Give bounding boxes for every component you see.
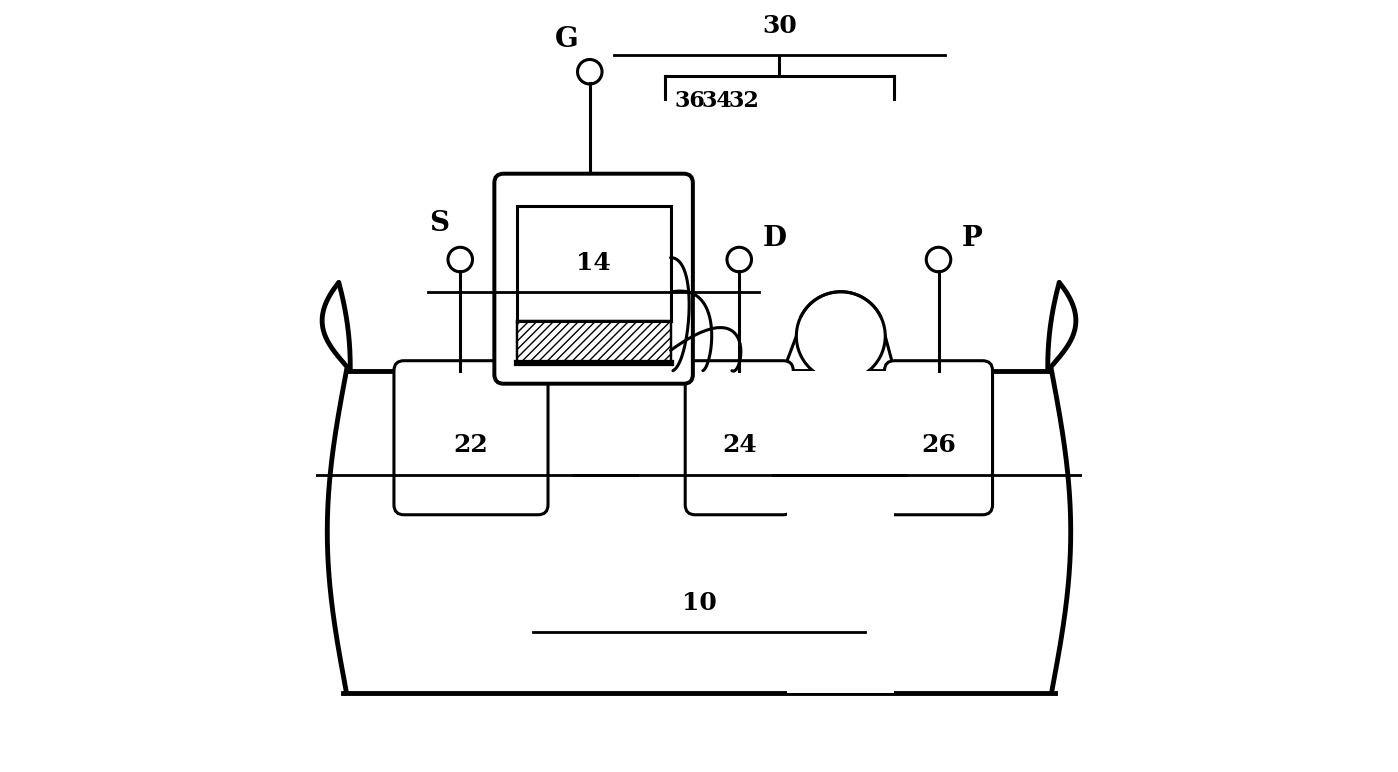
Bar xyxy=(517,206,671,321)
Polygon shape xyxy=(503,183,684,371)
Text: 36: 36 xyxy=(674,90,706,112)
Text: D: D xyxy=(762,225,786,252)
Polygon shape xyxy=(347,371,1051,692)
Text: 14: 14 xyxy=(576,252,611,276)
Text: 32: 32 xyxy=(728,90,759,112)
Polygon shape xyxy=(305,283,351,371)
Text: 24: 24 xyxy=(721,433,756,457)
Polygon shape xyxy=(1047,283,1093,371)
Text: S: S xyxy=(429,209,449,236)
FancyBboxPatch shape xyxy=(685,361,793,515)
Text: 22: 22 xyxy=(453,433,488,457)
Text: 10: 10 xyxy=(682,591,716,615)
FancyBboxPatch shape xyxy=(495,174,693,384)
Text: 34: 34 xyxy=(702,90,733,112)
Bar xyxy=(787,371,895,692)
Bar xyxy=(517,321,671,363)
Text: 26: 26 xyxy=(921,433,956,457)
Circle shape xyxy=(797,292,885,381)
FancyBboxPatch shape xyxy=(394,361,548,515)
Text: 30: 30 xyxy=(762,14,797,38)
FancyBboxPatch shape xyxy=(885,361,993,515)
Text: P: P xyxy=(962,225,983,252)
Text: G: G xyxy=(555,25,579,52)
